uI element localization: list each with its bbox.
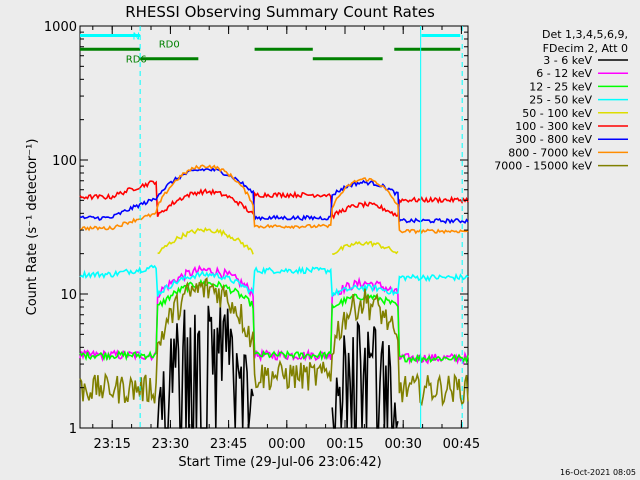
legend-entry-label: 12 - 25 keV <box>529 80 592 93</box>
legend-header: Det 1,3,4,5,6,9, <box>542 28 628 41</box>
x-tick-label: 23:15 <box>93 437 130 452</box>
legend-entry-label: 7000 - 15000 keV <box>494 160 592 173</box>
x-tick-label: 23:30 <box>152 437 189 452</box>
x-tick-label: 00:00 <box>268 437 305 452</box>
x-tick-label: 00:30 <box>384 437 421 452</box>
band-label: RD6 <box>126 55 147 66</box>
x-axis: 23:15 23:30 23:45 00:00 00:15 00:30 00:45 <box>92 26 480 452</box>
attenuator-lines <box>139 26 463 428</box>
series-line <box>156 305 399 429</box>
y-axis-label: Count Rate (s⁻¹ detector⁻¹) <box>25 139 40 316</box>
x-tick-label: 23:45 <box>210 437 247 452</box>
series-line <box>79 277 469 407</box>
legend-entry-label: 50 - 100 keV <box>522 107 592 120</box>
render-timestamp: 16-Oct-2021 08:05 <box>560 468 636 477</box>
legend-entry-label: 300 - 800 keV <box>515 133 592 146</box>
band-annotations: N RD0 RD6 <box>126 31 180 65</box>
observing-state-bands <box>80 33 461 61</box>
x-tick-label: 00:45 <box>443 437 480 452</box>
series-line <box>79 264 469 297</box>
series-line <box>79 180 469 220</box>
band-label: RD0 <box>159 39 180 50</box>
legend-entry-label: 3 - 6 keV <box>543 54 592 67</box>
y-tick-label: 100 <box>52 154 77 169</box>
series-line <box>79 278 469 364</box>
legend-header: FDecim 2, Att 0 <box>543 42 628 55</box>
legend-entry-label: 25 - 50 keV <box>529 94 592 107</box>
x-axis-label: Start Time (29-Jul-06 23:06:42) <box>178 455 381 470</box>
legend-entry-label: 800 - 7000 keV <box>508 146 592 159</box>
legend: Det 1,3,4,5,6,9,FDecim 2, Att 03 - 6 keV… <box>494 28 628 173</box>
series-line <box>157 226 399 255</box>
y-axis: 1 10 100 1000 <box>44 20 468 437</box>
y-tick-label: 1 <box>69 422 77 437</box>
legend-entry-label: 6 - 12 keV <box>536 67 592 80</box>
x-tick-label: 00:15 <box>326 437 363 452</box>
y-tick-label: 10 <box>60 288 77 303</box>
band-label: N <box>133 31 140 42</box>
series-layer <box>79 164 469 429</box>
plot-area <box>79 25 469 429</box>
series-line <box>79 167 469 225</box>
chart-title: RHESSI Observing Summary Count Rates <box>125 3 435 21</box>
legend-entry-label: 100 - 300 keV <box>515 120 592 133</box>
y-tick-label: 1000 <box>44 20 77 35</box>
series-line <box>79 164 469 235</box>
